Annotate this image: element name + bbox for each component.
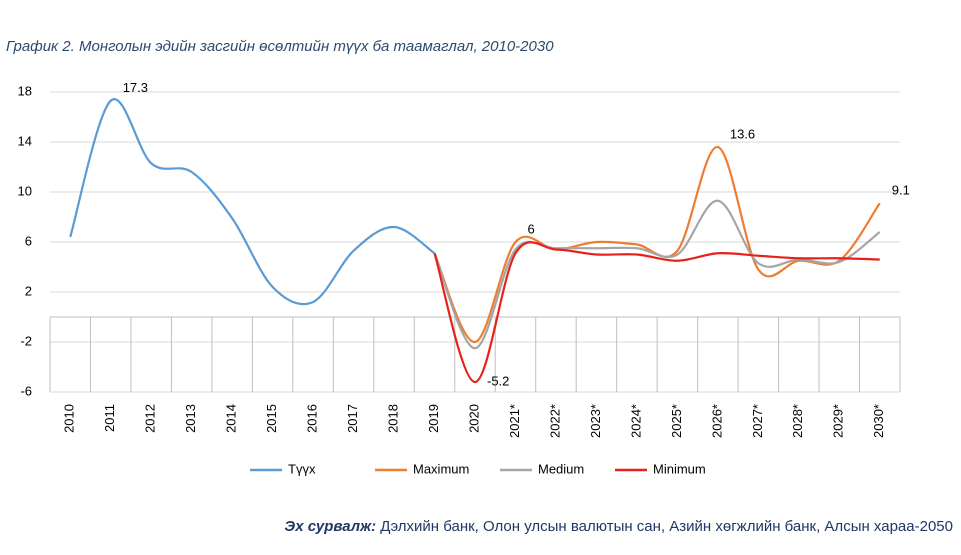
y-tick-label: 14 <box>18 133 32 148</box>
x-tick-label: 2018 <box>385 404 400 433</box>
y-tick-label: -6 <box>20 383 32 398</box>
y-tick-label: 2 <box>25 283 32 298</box>
source-label: Эх сурвалж: <box>284 518 377 535</box>
x-tick-label: 2020 <box>466 404 481 433</box>
x-tick-label: 2027* <box>750 404 765 438</box>
series-line <box>433 241 880 384</box>
x-tick-label: 2017 <box>345 404 360 433</box>
data-label: 9.1 <box>892 183 910 198</box>
x-tick-label: 2029* <box>831 404 846 438</box>
x-tick-label: 2024* <box>628 404 643 438</box>
data-label: 13.6 <box>730 126 755 141</box>
x-tick-label: 2023* <box>588 404 603 438</box>
series-line <box>433 145 881 344</box>
y-tick-label: 6 <box>25 233 32 248</box>
source: Эх сурвалж: Дэлхийн банк, Олон улсын вал… <box>284 518 953 535</box>
y-tick-label: -2 <box>20 333 32 348</box>
x-tick-label: 2015 <box>264 404 279 433</box>
x-tick-label: 2025* <box>669 404 684 438</box>
x-tick-label: 2014 <box>224 404 239 433</box>
x-tick-label: 2011 <box>102 404 117 432</box>
legend-label: Түүх <box>288 461 316 476</box>
legend-label: Maximum <box>413 461 469 476</box>
data-label: 6 <box>527 221 534 236</box>
x-tick-label: 2022* <box>547 404 562 438</box>
chart-title: График 2. Монголын эдийн засгийн өсөлтий… <box>6 38 554 55</box>
series-line <box>69 98 436 306</box>
data-label: 17.3 <box>123 80 148 95</box>
x-tick-label: 2030* <box>871 404 886 438</box>
x-tick-label: 2012 <box>143 404 158 433</box>
x-tick-label: 2013 <box>183 404 198 433</box>
data-label: -5.2 <box>487 373 509 388</box>
x-tick-label: 2028* <box>790 404 805 438</box>
series-line <box>433 199 881 350</box>
legend-label: Minimum <box>653 461 706 476</box>
x-tick-label: 2019 <box>426 404 441 433</box>
y-tick-label: 10 <box>18 183 32 198</box>
x-tick-label: 2021* <box>507 404 522 438</box>
x-tick-label: 2026* <box>709 404 724 438</box>
x-tick-label: 2016 <box>305 404 320 433</box>
x-tick-label: 2010 <box>62 404 77 433</box>
legend-label: Medium <box>538 461 584 476</box>
y-tick-label: 18 <box>18 83 32 98</box>
source-text: Дэлхийн банк, Олон улсын валютын сан, Аз… <box>380 518 953 535</box>
